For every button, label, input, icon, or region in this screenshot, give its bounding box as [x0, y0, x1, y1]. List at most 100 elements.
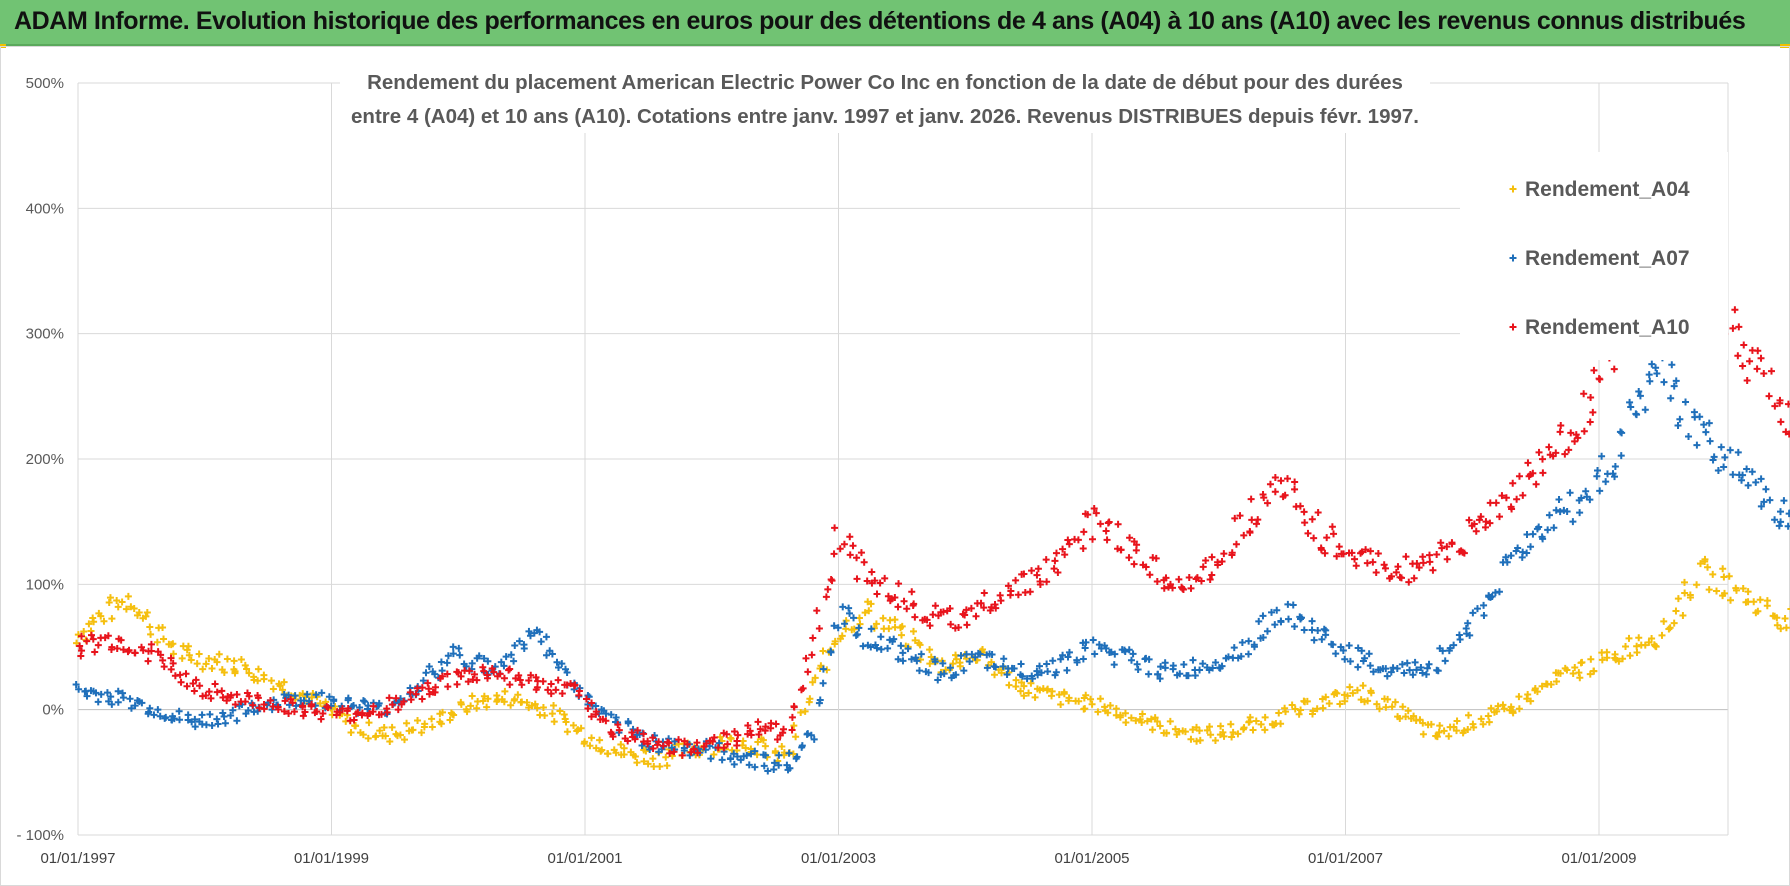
data-point [1776, 508, 1784, 516]
data-point [1658, 631, 1666, 639]
data-point [839, 603, 847, 611]
data-point [1138, 718, 1146, 726]
data-point [592, 710, 600, 718]
data-point [223, 655, 231, 663]
data-point [1561, 664, 1569, 672]
data-point [119, 694, 127, 702]
data-point [1670, 619, 1678, 627]
data-point [196, 682, 204, 690]
data-point [1406, 666, 1414, 674]
data-point [675, 736, 683, 744]
data-point [1494, 702, 1502, 710]
data-point [846, 533, 854, 541]
data-point [911, 636, 919, 644]
data-point [1031, 693, 1039, 701]
data-point [162, 713, 170, 721]
data-point [1361, 698, 1369, 706]
data-point [1271, 621, 1279, 629]
data-point [471, 670, 479, 678]
data-point [1569, 518, 1577, 526]
data-point [1515, 693, 1523, 701]
data-point [1121, 709, 1129, 717]
data-point [494, 696, 502, 704]
data-point [834, 624, 842, 632]
data-point [1411, 658, 1419, 666]
data-point [1199, 660, 1207, 668]
data-point [76, 642, 84, 650]
data-point [501, 687, 509, 695]
data-point [788, 713, 796, 721]
data-point [563, 681, 571, 689]
data-point [1375, 705, 1383, 713]
data-point [135, 608, 143, 616]
data-point [899, 657, 907, 665]
data-point [352, 722, 360, 730]
data-point [1206, 576, 1214, 584]
data-point [867, 625, 875, 633]
data-point [468, 659, 476, 667]
data-point [330, 696, 338, 704]
data-point [311, 709, 319, 717]
data-point [1645, 371, 1653, 379]
data-point [525, 676, 533, 684]
data-point [146, 704, 154, 712]
data-point [1187, 735, 1195, 743]
data-point [220, 668, 228, 676]
data-point [778, 743, 786, 751]
data-point [804, 668, 812, 676]
data-point [706, 737, 714, 745]
data-point [888, 595, 896, 603]
data-point [1557, 421, 1565, 429]
data-point [85, 620, 93, 628]
data-point [1446, 644, 1454, 652]
data-point [610, 746, 618, 754]
data-point [1434, 667, 1442, 675]
data-point [1393, 665, 1401, 673]
data-point [830, 550, 838, 558]
data-point [956, 662, 964, 670]
data-point [940, 670, 948, 678]
data-point [199, 692, 207, 700]
data-point [1127, 656, 1135, 664]
data-point [884, 644, 892, 652]
data-point [457, 672, 465, 680]
data-point [1507, 552, 1515, 560]
data-point [894, 655, 902, 663]
data-point [1117, 546, 1125, 554]
data-point [394, 706, 402, 714]
data-point [911, 613, 919, 621]
data-point [1247, 495, 1255, 503]
data-point [407, 696, 415, 704]
data-point [1277, 720, 1285, 728]
data-point [97, 690, 105, 698]
data-point [1780, 497, 1788, 505]
data-point [868, 568, 876, 576]
data-point [849, 542, 857, 550]
data-point [322, 698, 330, 706]
data-point [187, 656, 195, 664]
data-point [999, 662, 1007, 670]
data-point [640, 730, 648, 738]
data-point [1777, 518, 1785, 526]
data-point [184, 711, 192, 719]
data-point [850, 614, 858, 622]
data-point [819, 665, 827, 673]
data-point [414, 717, 422, 725]
data-point [771, 759, 779, 767]
data-point [299, 702, 307, 710]
data-point [897, 631, 905, 639]
data-point [602, 717, 610, 725]
data-point [167, 665, 175, 673]
data-point [968, 650, 976, 658]
data-point [547, 680, 555, 688]
data-point [114, 603, 122, 611]
data-point [1344, 692, 1352, 700]
data-point [308, 700, 316, 708]
data-point [1245, 637, 1253, 645]
data-point [1653, 369, 1661, 377]
data-point [683, 740, 691, 748]
data-point [720, 744, 728, 752]
data-point [831, 640, 839, 648]
data-point [1595, 375, 1603, 383]
data-point [280, 678, 288, 686]
